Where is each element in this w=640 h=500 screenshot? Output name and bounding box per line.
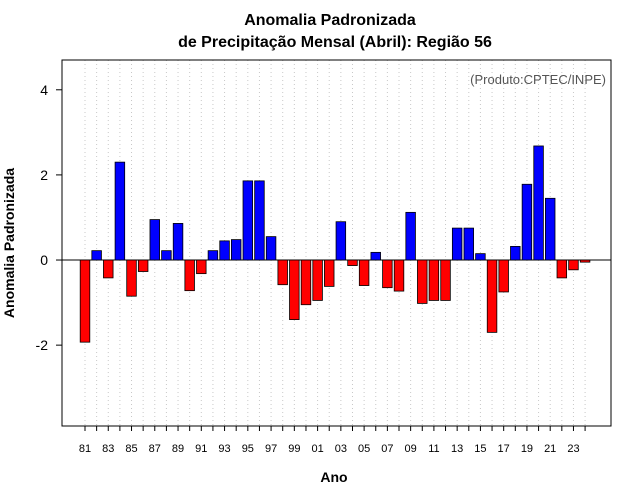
bar-08 [393, 259, 405, 292]
bar-05 [358, 259, 370, 286]
bar-18 [510, 245, 521, 261]
bar-07 [382, 259, 393, 289]
bar-83 [103, 259, 114, 279]
bar-81 [79, 259, 91, 343]
y-tick-label: 0 [40, 252, 48, 268]
x-tick-label: 85 [125, 443, 137, 455]
bar-15 [475, 253, 486, 261]
bar-00 [300, 259, 312, 306]
bar-99 [289, 259, 300, 320]
bar-16 [486, 259, 498, 333]
x-tick-label: 95 [242, 443, 254, 455]
x-tick-label: 07 [381, 443, 393, 455]
bar-12 [440, 259, 451, 301]
bar-92 [207, 250, 219, 261]
x-tick-label: 01 [311, 443, 323, 455]
x-tick-label: 17 [498, 443, 510, 455]
bar-91 [196, 259, 207, 275]
x-axis: 81 83 85 87 89 91 93 95 97 99 01 03 05 07 09 11 13 15 17 19… [79, 426, 586, 455]
bar-22 [556, 259, 568, 279]
bar-84 [114, 161, 126, 261]
bar-03 [335, 221, 347, 261]
bars [79, 145, 591, 343]
y-axis: -2 0 2 4 [36, 82, 62, 353]
x-tick-label: 21 [544, 443, 556, 455]
bar-21 [545, 197, 556, 261]
x-tick-label: 09 [405, 443, 417, 455]
bar-02 [324, 259, 335, 287]
bar-06 [370, 251, 381, 261]
x-tick-label: 03 [335, 443, 347, 455]
x-tick-label: 97 [265, 443, 277, 455]
bar-19 [521, 183, 533, 261]
x-tick-label: 87 [149, 443, 161, 455]
x-tick-label: 89 [172, 443, 184, 455]
x-tick-label: 15 [474, 443, 486, 455]
bar-89 [172, 223, 184, 261]
y-axis-label: Anomalia Padronizada [1, 168, 17, 318]
bar-14 [463, 227, 474, 261]
bar-09 [405, 211, 416, 261]
y-tick-label: -2 [36, 337, 49, 353]
bar-90 [184, 259, 195, 292]
bar-96 [254, 180, 265, 261]
plot-area [61, 59, 612, 427]
x-tick-label: 99 [288, 443, 300, 455]
bar-10 [417, 259, 428, 304]
bar-85 [126, 259, 137, 297]
bar-88 [161, 250, 172, 261]
y-tick-label: 4 [40, 82, 48, 98]
bar-13 [451, 227, 463, 261]
x-tick-label: 11 [428, 443, 439, 455]
x-tick-label: 91 [195, 443, 207, 455]
bar-01 [312, 259, 323, 301]
x-tick-label: 83 [102, 443, 114, 455]
bar-11 [428, 259, 440, 301]
bar-24 [579, 259, 591, 263]
chart-title-line2: de Precipitação Mensal (Abril): Região 5… [178, 34, 492, 51]
grid-lines [84, 60, 586, 426]
x-tick-label: 23 [567, 443, 579, 455]
bar-23 [568, 259, 579, 271]
y-tick-label: 2 [40, 167, 48, 183]
bar-04 [347, 259, 358, 266]
x-tick-label: 93 [218, 443, 230, 455]
x-tick-label: 19 [521, 443, 533, 455]
bar-86 [137, 259, 149, 272]
bar-94 [230, 239, 242, 261]
bar-82 [91, 250, 102, 261]
x-axis-label: Ano [320, 469, 347, 485]
bar-95 [242, 180, 254, 261]
x-tick-label: 81 [79, 443, 91, 455]
bar-98 [277, 259, 288, 286]
bar-93 [219, 240, 230, 261]
bar-20 [533, 145, 544, 261]
chart-title-line1: Anomalia Padronizada [244, 12, 416, 29]
x-tick-label: 05 [358, 443, 370, 455]
bar-17 [498, 259, 509, 293]
credit-text: (Produto:CPTEC/INPE) [470, 72, 606, 87]
x-tick-label: 13 [451, 443, 463, 455]
bar-97 [265, 236, 277, 261]
bar-87 [149, 219, 160, 261]
